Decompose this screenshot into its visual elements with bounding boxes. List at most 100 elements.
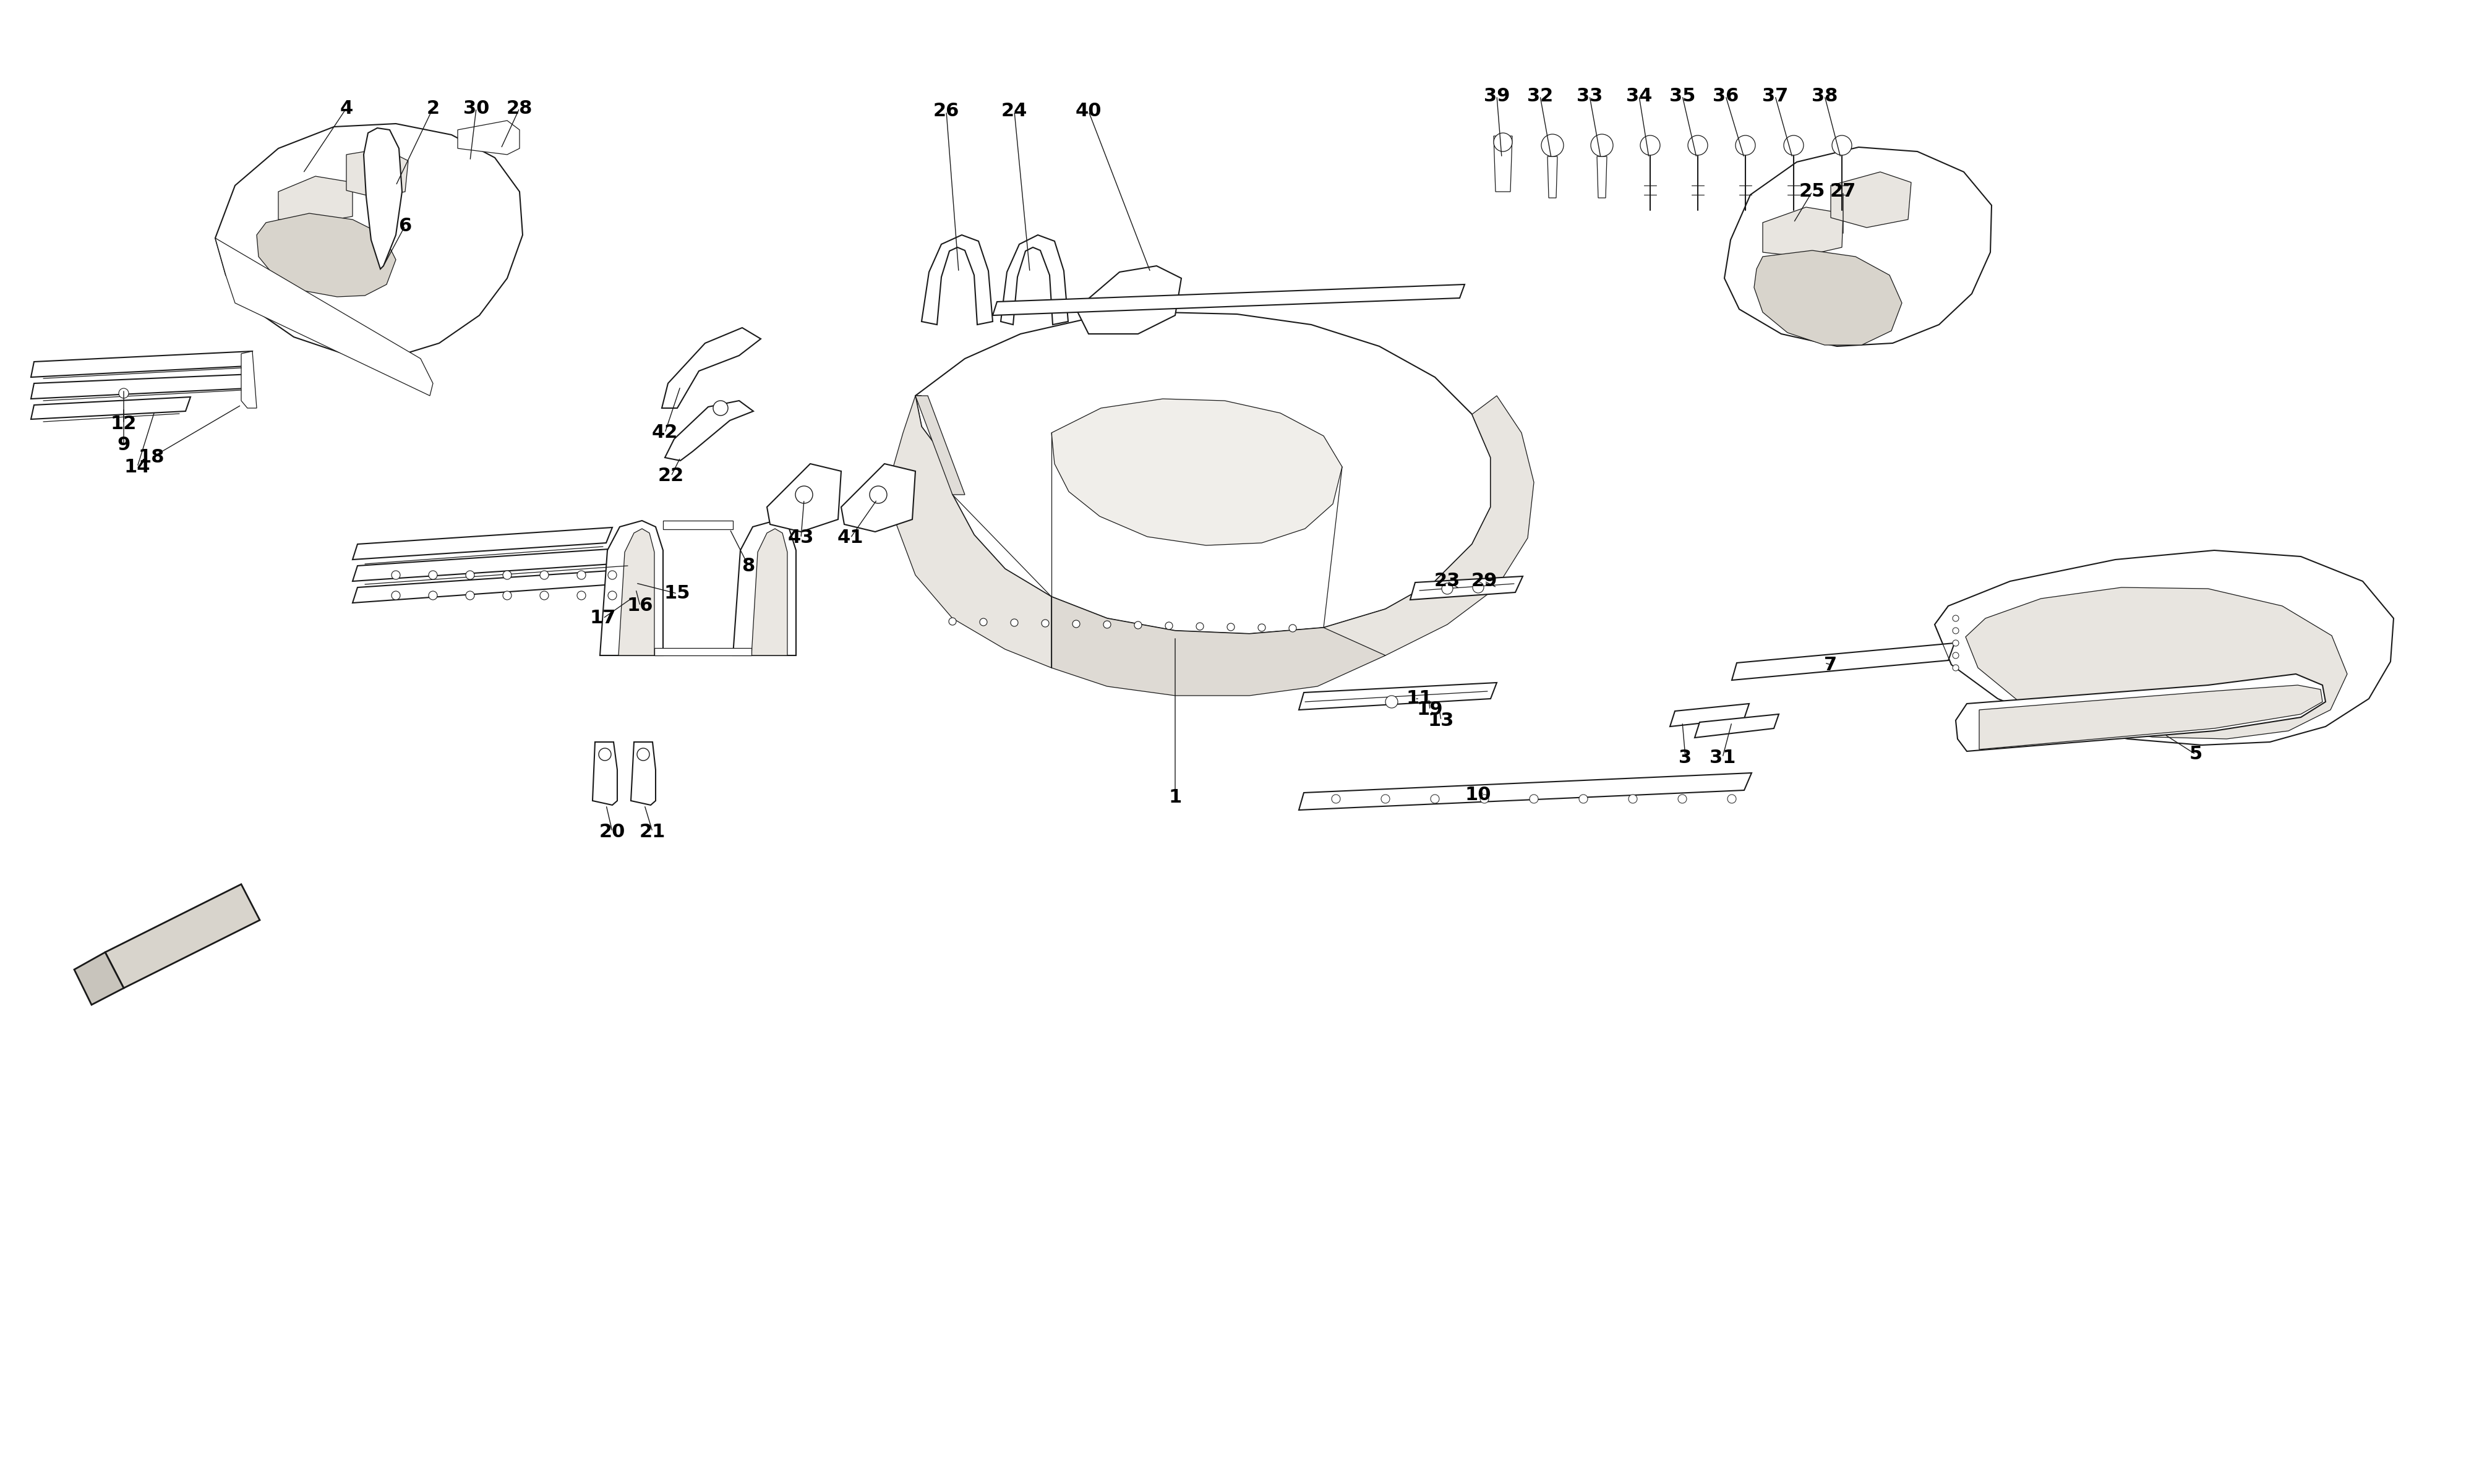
Text: 19: 19 [1418, 700, 1442, 718]
Circle shape [1479, 794, 1489, 803]
Polygon shape [920, 234, 992, 325]
Polygon shape [1935, 551, 2395, 745]
Circle shape [1103, 620, 1111, 628]
Circle shape [980, 619, 987, 626]
Circle shape [539, 571, 549, 579]
Circle shape [1628, 794, 1638, 803]
Circle shape [1952, 616, 1959, 622]
Text: 24: 24 [1002, 102, 1027, 120]
Text: 18: 18 [139, 448, 166, 466]
Circle shape [599, 748, 611, 760]
Text: 43: 43 [787, 528, 814, 548]
Circle shape [1541, 134, 1564, 156]
Text: 21: 21 [638, 822, 666, 840]
Circle shape [576, 591, 586, 600]
Polygon shape [631, 742, 656, 804]
Text: 29: 29 [1472, 573, 1497, 591]
Circle shape [1472, 582, 1484, 594]
Polygon shape [666, 401, 752, 460]
Circle shape [1165, 622, 1173, 629]
Text: 34: 34 [1625, 88, 1653, 105]
Circle shape [119, 389, 129, 398]
Text: 42: 42 [651, 424, 678, 442]
Text: 25: 25 [1799, 183, 1826, 200]
Polygon shape [1724, 147, 1992, 346]
Text: 23: 23 [1435, 573, 1460, 591]
Polygon shape [215, 123, 522, 358]
Circle shape [609, 591, 616, 600]
Polygon shape [1964, 588, 2348, 739]
Polygon shape [1831, 172, 1910, 227]
Circle shape [1380, 794, 1390, 803]
Circle shape [539, 591, 549, 600]
Text: 27: 27 [1831, 183, 1856, 200]
Polygon shape [1732, 643, 1954, 680]
Circle shape [391, 591, 401, 600]
Text: 9: 9 [116, 436, 131, 454]
Text: 20: 20 [599, 822, 626, 840]
Polygon shape [915, 396, 965, 494]
Circle shape [1952, 653, 1959, 659]
Polygon shape [653, 649, 752, 656]
Text: 32: 32 [1526, 88, 1554, 105]
Text: 41: 41 [836, 528, 863, 548]
Circle shape [465, 571, 475, 579]
Text: 33: 33 [1576, 88, 1603, 105]
Polygon shape [1695, 714, 1779, 738]
Circle shape [950, 617, 955, 625]
Polygon shape [732, 521, 797, 656]
Polygon shape [30, 396, 190, 418]
Circle shape [1012, 619, 1019, 626]
Text: 30: 30 [463, 99, 490, 117]
Text: 13: 13 [1427, 711, 1455, 729]
Polygon shape [354, 568, 638, 603]
Text: 38: 38 [1811, 88, 1838, 105]
Text: 22: 22 [658, 467, 685, 485]
Circle shape [1591, 134, 1613, 156]
Circle shape [1831, 135, 1851, 156]
Circle shape [576, 571, 586, 579]
Circle shape [1074, 620, 1079, 628]
Polygon shape [1051, 399, 1341, 545]
Polygon shape [215, 237, 433, 396]
Polygon shape [74, 953, 124, 1005]
Circle shape [1259, 623, 1267, 631]
Text: 39: 39 [1484, 88, 1509, 105]
Polygon shape [30, 374, 252, 399]
Polygon shape [752, 528, 787, 656]
Circle shape [871, 485, 886, 503]
Text: 37: 37 [1761, 88, 1789, 105]
Circle shape [428, 571, 438, 579]
Polygon shape [1410, 576, 1524, 600]
Polygon shape [1299, 773, 1752, 810]
Polygon shape [999, 234, 1069, 325]
Polygon shape [841, 463, 915, 531]
Polygon shape [458, 120, 520, 154]
Polygon shape [663, 521, 732, 530]
Polygon shape [599, 521, 663, 656]
Circle shape [428, 591, 438, 600]
Text: 40: 40 [1076, 102, 1101, 120]
Circle shape [391, 571, 401, 579]
Polygon shape [354, 527, 614, 559]
Polygon shape [277, 177, 354, 223]
Circle shape [1677, 794, 1687, 803]
Polygon shape [1598, 156, 1608, 197]
Circle shape [1494, 134, 1512, 151]
Polygon shape [1051, 597, 1385, 696]
Circle shape [638, 748, 648, 760]
Circle shape [1784, 135, 1804, 156]
Circle shape [609, 571, 616, 579]
Text: 31: 31 [1710, 748, 1737, 766]
Polygon shape [364, 128, 401, 269]
Polygon shape [1954, 674, 2326, 751]
Polygon shape [257, 214, 396, 297]
Circle shape [1042, 620, 1049, 626]
Polygon shape [1670, 703, 1749, 727]
Polygon shape [1076, 266, 1183, 334]
Polygon shape [1494, 137, 1512, 191]
Text: 11: 11 [1405, 690, 1432, 708]
Text: 16: 16 [626, 597, 653, 614]
Circle shape [502, 571, 512, 579]
Circle shape [797, 485, 811, 503]
